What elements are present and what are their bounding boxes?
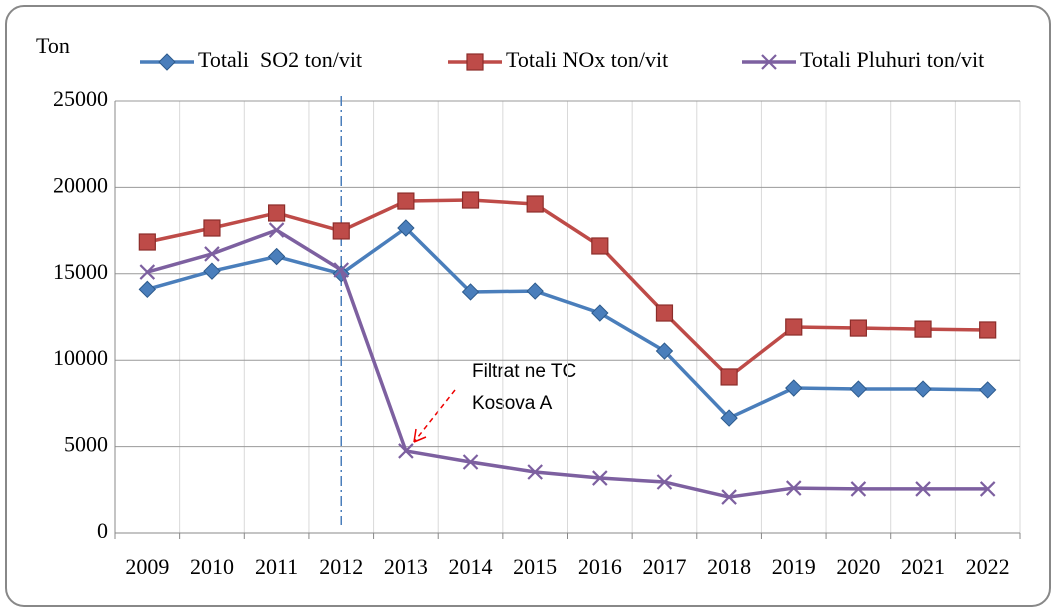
annotation: Filtrat ne TC <box>472 361 576 382</box>
marker <box>461 283 480 301</box>
y-tick-label: 25000 <box>53 86 108 111</box>
marker <box>592 470 608 486</box>
marker <box>527 464 543 480</box>
marker <box>979 321 997 339</box>
x-tick-label: 2011 <box>255 554 298 579</box>
annotation-arrow <box>413 389 456 443</box>
marker <box>720 368 738 386</box>
y-tick-label: 10000 <box>53 345 108 370</box>
marker <box>398 443 414 459</box>
y-tick-label: 15000 <box>53 259 108 284</box>
x-tick-label: 2022 <box>966 554 1010 579</box>
marker <box>849 319 867 337</box>
marker <box>785 379 803 397</box>
marker <box>268 222 285 238</box>
x-tick-label: 2015 <box>513 554 557 579</box>
annotation: Kosova A <box>472 393 553 414</box>
marker <box>526 195 544 213</box>
marker <box>850 481 867 497</box>
chart-frame <box>5 5 1051 607</box>
marker <box>139 264 156 280</box>
marker <box>656 474 673 490</box>
y-axis-label: Ton <box>36 33 70 58</box>
x-tick-label: 2014 <box>449 554 493 579</box>
x-tick-label: 2017 <box>642 554 686 579</box>
marker <box>785 480 802 496</box>
x-tick-label: 2010 <box>190 554 234 579</box>
marker <box>461 191 480 209</box>
marker <box>466 53 484 71</box>
marker <box>655 342 674 360</box>
series-line <box>146 198 988 379</box>
x-tick-label: 2013 <box>384 554 428 579</box>
x-tick-label: 2020 <box>836 554 880 579</box>
marker <box>720 409 738 427</box>
marker <box>138 280 157 299</box>
marker <box>655 304 674 322</box>
marker <box>915 481 931 497</box>
y-tick-label: 0 <box>97 518 108 543</box>
marker <box>591 237 609 255</box>
x-tick-label: 2012 <box>319 554 363 579</box>
marker <box>332 222 350 240</box>
y-tick-label: 5000 <box>64 432 108 457</box>
marker <box>397 219 415 237</box>
annotation-arrowhead <box>413 428 427 443</box>
marker <box>203 219 221 237</box>
marker <box>268 204 286 222</box>
marker <box>462 454 479 470</box>
marker <box>761 54 777 70</box>
legend-label: Totali SO2 ton/vit <box>198 47 362 72</box>
marker <box>526 282 544 300</box>
legend-label: Totali Pluhuri ton/vit <box>800 47 984 72</box>
x-tick-label: 2016 <box>578 554 622 579</box>
marker <box>785 318 803 336</box>
marker <box>979 481 996 497</box>
marker <box>591 304 609 322</box>
marker <box>267 247 286 266</box>
series-line <box>146 226 988 420</box>
series-line <box>146 228 988 499</box>
marker <box>138 233 156 251</box>
marker <box>203 262 221 280</box>
marker <box>849 380 868 398</box>
marker <box>204 246 220 262</box>
y-tick-label: 20000 <box>53 172 108 197</box>
x-tick-label: 2021 <box>901 554 945 579</box>
marker <box>333 262 350 278</box>
marker <box>721 489 737 505</box>
marker <box>397 192 415 210</box>
x-tick-label: 2019 <box>772 554 816 579</box>
x-tick-label: 2018 <box>707 554 751 579</box>
marker <box>914 380 932 398</box>
marker <box>158 53 176 71</box>
marker <box>978 381 997 399</box>
legend-label: Totali NOx ton/vit <box>506 47 668 72</box>
x-tick-label: 2009 <box>125 554 169 579</box>
marker <box>914 320 932 338</box>
